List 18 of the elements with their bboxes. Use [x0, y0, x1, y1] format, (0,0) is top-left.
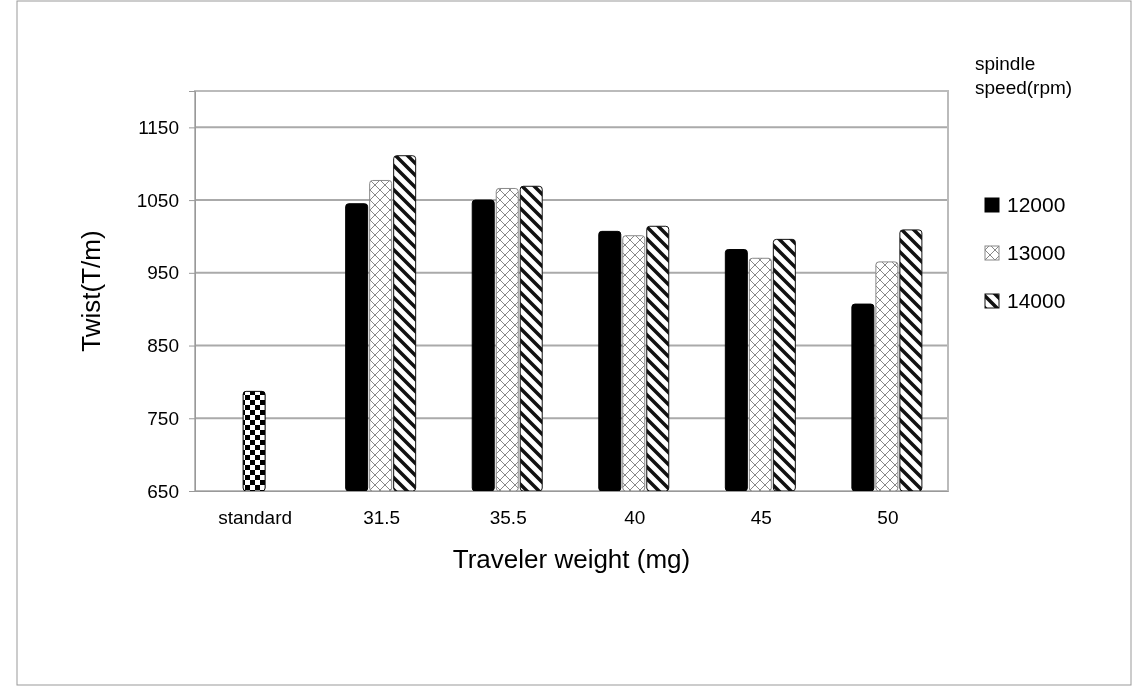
y-tick-label: 650 — [147, 480, 179, 502]
y-tick-label: 750 — [147, 407, 179, 429]
y-tick-label: 850 — [147, 335, 179, 357]
y-tick-label: 1050 — [136, 189, 179, 211]
x-tick-label: standard — [218, 507, 293, 529]
legend-label: 14000 — [1007, 289, 1066, 312]
x-tick-label: 40 — [624, 507, 646, 529]
legend-title: spindle speed(rpm) — [975, 53, 1073, 98]
x-tick-label: 50 — [877, 507, 899, 529]
x-axis-title: Traveler weight (mg) — [452, 544, 691, 574]
y-tick-label: 950 — [147, 262, 179, 284]
y-tick-label: 1150 — [138, 116, 179, 138]
x-tick-label: 45 — [750, 507, 772, 529]
x-tick-label: 35.5 — [489, 507, 527, 529]
x-tick-label: 31.5 — [363, 507, 401, 529]
y-axis-title: Twist(T/m) — [76, 230, 106, 352]
legend-label: 13000 — [1007, 241, 1066, 264]
legend-label: 12000 — [1007, 193, 1066, 216]
